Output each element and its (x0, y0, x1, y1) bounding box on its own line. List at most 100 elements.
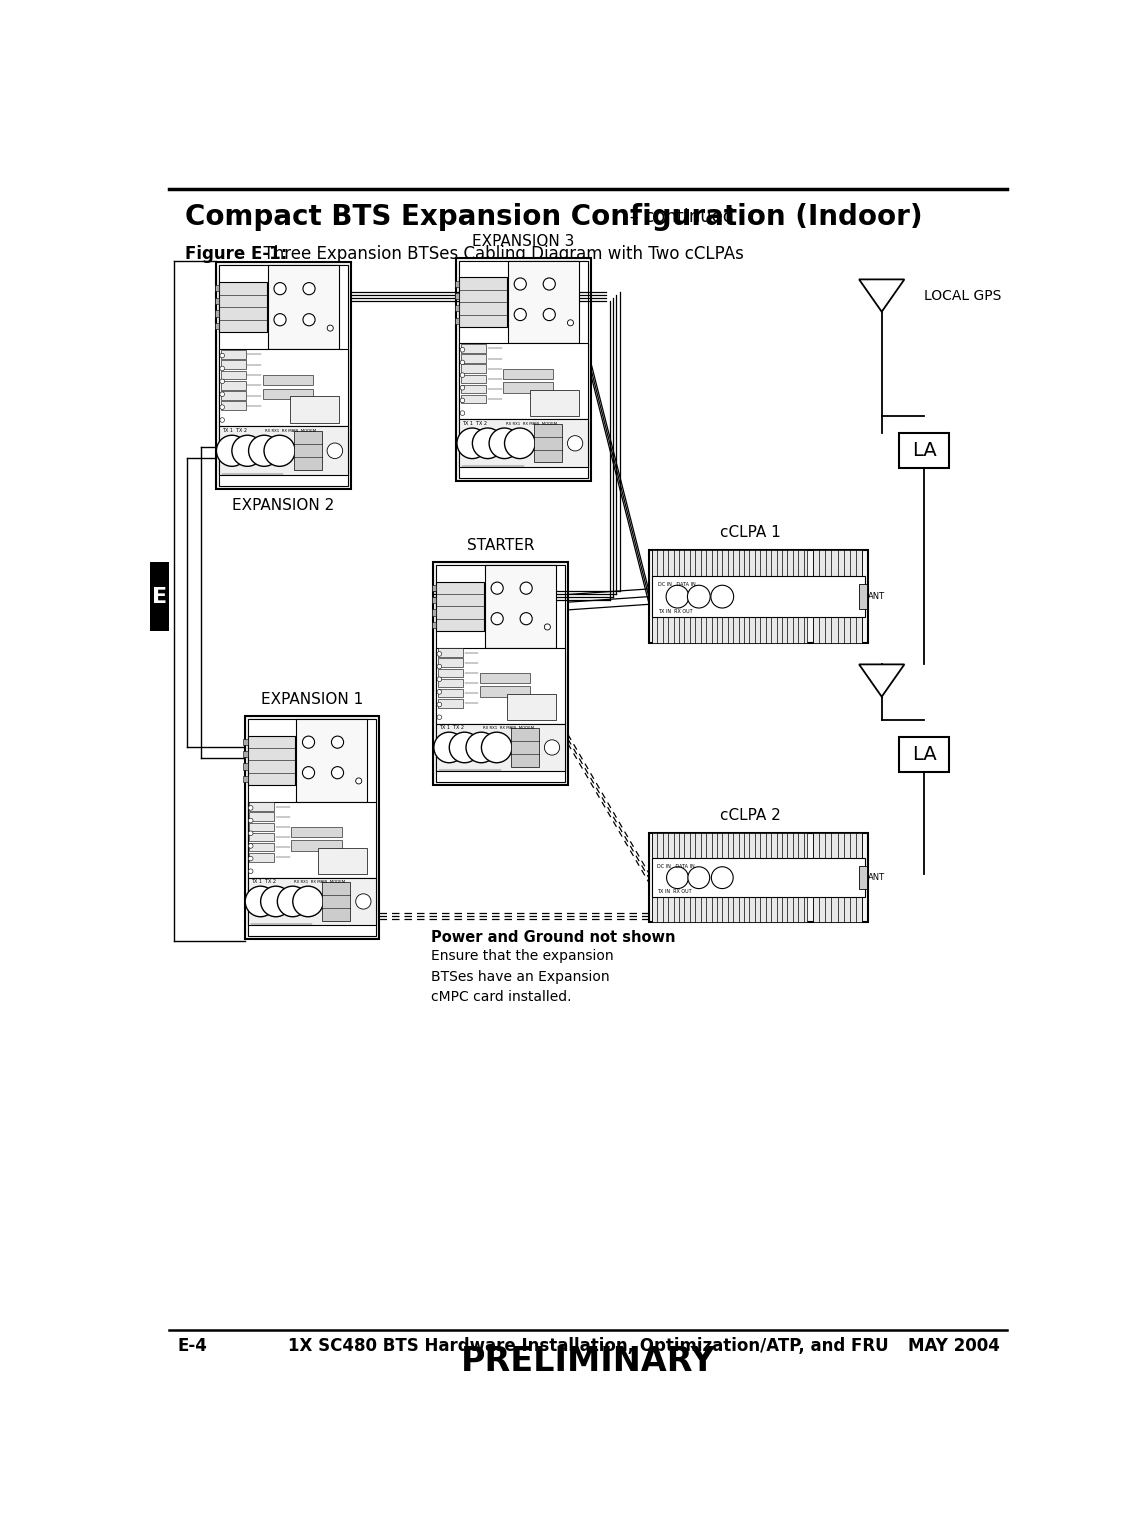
Bar (267, 265, 339, 349)
Text: Compact BTS Expansion Configuration (Indoor): Compact BTS Expansion Configuration (Ind… (185, 203, 923, 231)
Circle shape (514, 279, 526, 289)
Bar (249, 813, 274, 822)
Circle shape (302, 736, 315, 748)
Circle shape (543, 308, 556, 320)
Circle shape (220, 366, 225, 371)
Bar (503, 382, 553, 392)
Bar (219, 282, 266, 332)
Bar (456, 259, 591, 482)
Bar (294, 431, 321, 471)
Bar (245, 716, 379, 939)
Text: Figure E-1:: Figure E-1: (185, 245, 287, 263)
Circle shape (481, 733, 512, 763)
Bar (652, 834, 807, 859)
Bar (220, 391, 246, 400)
Circle shape (666, 585, 689, 608)
Circle shape (246, 886, 276, 917)
Bar (243, 776, 248, 782)
Bar (814, 551, 862, 576)
Bar (652, 551, 807, 576)
Bar (437, 659, 463, 666)
Circle shape (220, 379, 225, 383)
Circle shape (249, 436, 280, 466)
Text: EXPANSION 3: EXPANSION 3 (473, 234, 575, 249)
Circle shape (466, 733, 497, 763)
Circle shape (460, 399, 465, 403)
Circle shape (261, 886, 292, 917)
Circle shape (457, 428, 488, 459)
Bar (437, 648, 463, 657)
Circle shape (667, 866, 689, 888)
Text: ANT: ANT (868, 593, 885, 602)
Bar (249, 843, 274, 851)
Circle shape (264, 436, 295, 466)
Circle shape (437, 665, 442, 669)
Circle shape (544, 740, 559, 756)
Bar (150, 562, 170, 631)
Bar (652, 859, 866, 897)
Circle shape (437, 702, 442, 706)
Circle shape (567, 320, 574, 326)
Circle shape (248, 831, 253, 836)
Text: LA: LA (912, 440, 937, 460)
Text: TX IN  RX OUT: TX IN RX OUT (658, 890, 692, 894)
Bar (436, 565, 565, 782)
Circle shape (220, 417, 225, 422)
Bar (460, 374, 486, 383)
Circle shape (437, 677, 442, 682)
Bar (859, 866, 867, 890)
Bar (263, 388, 313, 400)
Bar (219, 426, 348, 476)
Bar (292, 840, 342, 851)
Circle shape (278, 886, 308, 917)
Circle shape (303, 283, 315, 295)
Bar (460, 345, 486, 352)
Polygon shape (859, 665, 905, 697)
Text: RX RX1  RX MAIN  MODEM: RX RX1 RX MAIN MODEM (265, 429, 317, 434)
Bar (652, 617, 807, 643)
Bar (215, 297, 219, 303)
Bar (814, 834, 862, 859)
Bar (486, 565, 556, 648)
Bar (289, 397, 339, 423)
Text: TX 1  TX 2: TX 1 TX 2 (250, 879, 276, 885)
Bar (899, 737, 949, 771)
Bar (249, 802, 274, 811)
Bar (220, 371, 246, 379)
Circle shape (220, 392, 225, 397)
Circle shape (327, 325, 333, 331)
Bar (460, 365, 486, 372)
Bar (459, 420, 588, 468)
Text: 1X SC480 BTS Hardware Installation, Optimization/ATP, and FRU: 1X SC480 BTS Hardware Installation, Opti… (288, 1337, 889, 1354)
Circle shape (567, 436, 583, 451)
Bar (248, 719, 377, 936)
Circle shape (437, 689, 442, 694)
Bar (432, 585, 436, 591)
Bar (507, 694, 556, 720)
Circle shape (460, 348, 465, 352)
Bar (652, 576, 866, 617)
Bar (219, 349, 348, 426)
Circle shape (460, 360, 465, 365)
Bar (220, 349, 246, 359)
Bar (480, 686, 530, 697)
Circle shape (302, 766, 315, 779)
Text: RX RX1  RX MAIN  MODEM: RX RX1 RX MAIN MODEM (294, 880, 346, 885)
Circle shape (434, 733, 465, 763)
Circle shape (688, 866, 709, 888)
Bar (220, 360, 246, 369)
Circle shape (491, 582, 503, 594)
Circle shape (437, 716, 442, 720)
Bar (243, 739, 248, 745)
Text: RX RX1  RX MAIN  MODEM: RX RX1 RX MAIN MODEM (505, 422, 557, 426)
Bar (460, 354, 486, 363)
Circle shape (688, 585, 711, 608)
Text: TX 1  TX 2: TX 1 TX 2 (223, 428, 247, 434)
Bar (243, 763, 248, 770)
Circle shape (332, 736, 343, 748)
Bar (433, 562, 568, 785)
Circle shape (544, 623, 550, 629)
Circle shape (520, 582, 533, 594)
Bar (437, 699, 463, 708)
Circle shape (437, 651, 442, 656)
